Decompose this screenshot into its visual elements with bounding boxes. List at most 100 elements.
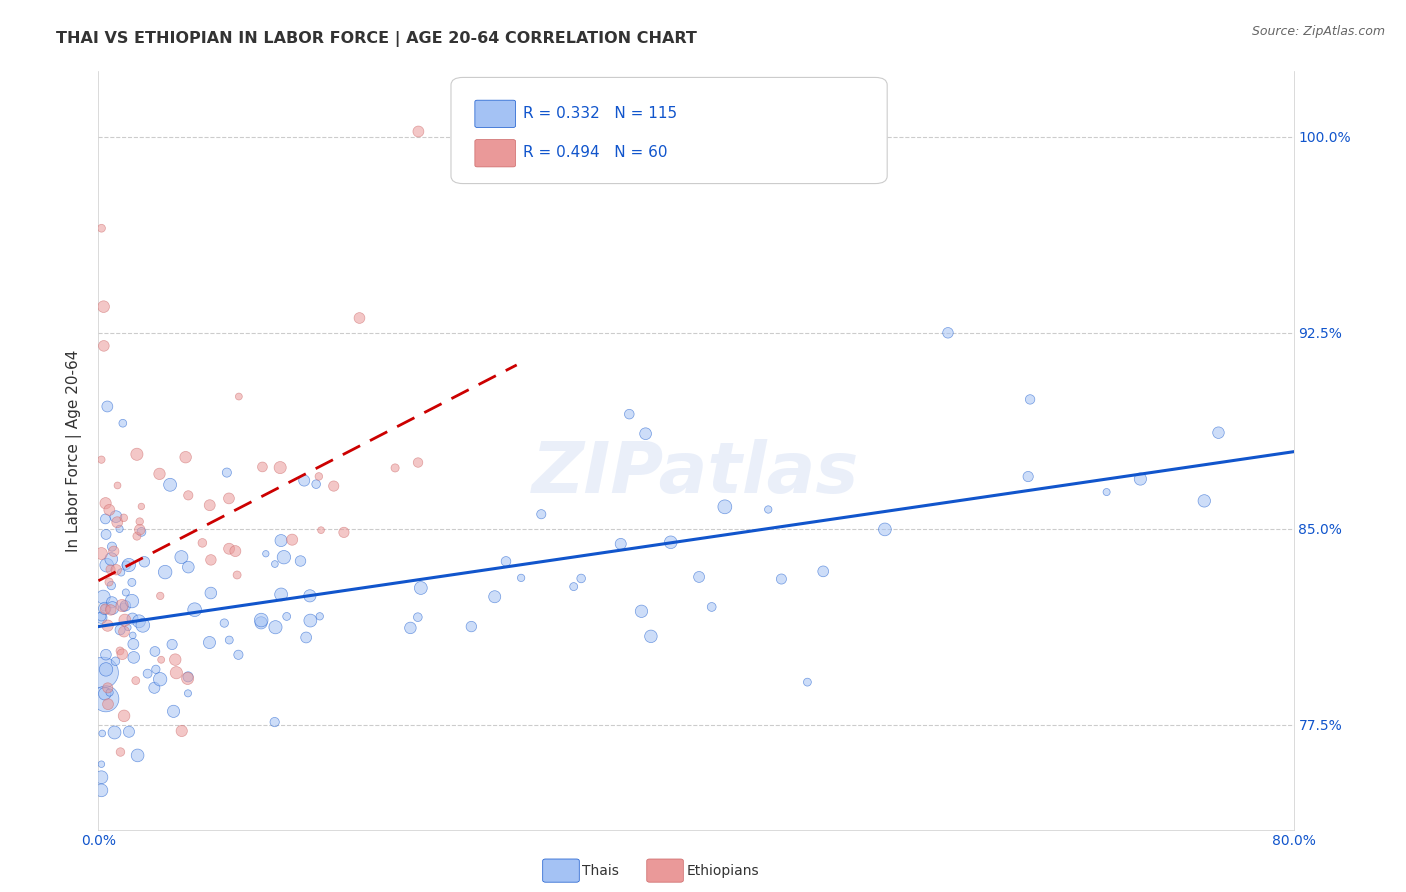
Point [107,478,129,492]
Point [1019,392,1042,407]
Point [200,586,222,600]
Point [101,595,124,609]
Point [111,647,134,661]
Point [128,515,150,529]
Point [94,512,117,526]
Point [108,522,131,536]
Point [94,662,117,676]
Point [110,745,132,759]
Point [218,541,240,556]
Point [112,624,135,639]
Point [349,311,371,326]
Point [128,615,150,629]
Point [290,554,312,568]
Point [134,555,156,569]
Point [143,644,166,658]
Point [811,565,834,579]
Point [153,565,176,579]
Point [460,619,482,633]
Point [94,691,117,706]
Point [160,638,183,652]
Point [117,621,139,635]
Point [94,648,117,662]
Text: Thais: Thais [582,863,619,878]
Point [406,456,429,470]
Point [1194,494,1216,508]
Point [796,675,818,690]
Point [97,697,120,711]
Point [873,523,896,537]
Point [756,502,779,516]
Text: R = 0.494   N = 60: R = 0.494 N = 60 [523,145,668,160]
Point [936,326,959,340]
Point [121,628,143,642]
Point [264,620,287,634]
Point [112,511,135,525]
Point [228,390,250,404]
Y-axis label: In Labor Force | Age 20-64: In Labor Force | Age 20-64 [66,350,82,551]
Point [125,673,148,688]
Point [165,652,187,666]
Point [177,488,200,502]
Point [252,459,274,474]
Point [263,715,285,730]
Point [94,527,117,541]
Point [131,500,153,514]
Point [90,547,112,561]
Point [276,609,298,624]
Point [111,416,134,430]
Point [118,724,141,739]
Point [127,748,149,763]
Point [96,400,118,414]
Point [98,503,121,517]
Point [198,498,221,512]
Point [292,474,315,488]
Point [165,665,187,680]
Point [90,757,112,772]
Point [132,618,155,632]
Point [309,523,332,537]
Point [100,578,122,592]
Point [101,540,124,554]
Point [228,648,250,662]
Point [159,477,181,491]
Point [97,681,120,695]
Point [269,460,291,475]
Point [98,574,121,589]
Point [700,599,723,614]
Point [770,572,793,586]
Point [273,550,295,565]
Point [200,553,222,567]
FancyBboxPatch shape [451,78,887,184]
Point [94,496,117,510]
Point [224,544,246,558]
Point [114,585,136,599]
Point [122,637,145,651]
Point [569,571,592,585]
Point [114,613,136,627]
Point [688,570,710,584]
Text: R = 0.332   N = 115: R = 0.332 N = 115 [523,105,676,120]
Point [121,594,143,608]
Point [333,525,356,540]
Point [148,467,170,481]
Point [104,509,127,524]
Text: THAI VS ETHIOPIAN IN LABOR FORCE | AGE 20-64 CORRELATION CHART: THAI VS ETHIOPIAN IN LABOR FORCE | AGE 2… [56,31,697,47]
Point [121,611,143,625]
Point [226,568,249,582]
Point [177,670,200,684]
Point [183,603,205,617]
Point [115,558,138,573]
Point [1017,469,1039,483]
Point [125,529,148,543]
Point [619,407,641,421]
Point [94,687,117,701]
Point [640,629,662,643]
Point [90,611,112,625]
Point [111,599,134,613]
Point [91,665,114,680]
Point [162,704,184,718]
Point [408,124,430,138]
Point [1129,472,1152,486]
Point [510,571,533,585]
